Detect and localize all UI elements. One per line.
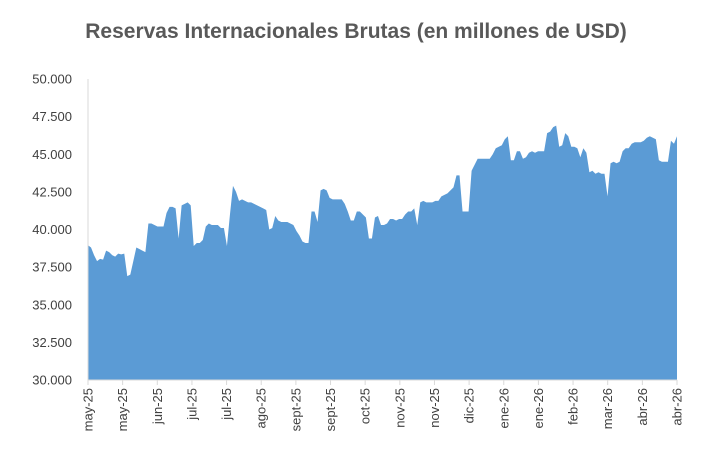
x-tick-label: ene-26 bbox=[531, 388, 546, 428]
x-tick-label: may-25 bbox=[81, 388, 96, 431]
x-tick-label: ago-25 bbox=[254, 388, 269, 428]
x-tick-label: abr-26 bbox=[635, 388, 650, 426]
x-tick-label: jul-25 bbox=[219, 388, 234, 421]
x-tick-label: may-25 bbox=[115, 388, 130, 431]
x-tick-label: abr-26 bbox=[670, 388, 685, 426]
x-tick-label: feb-26 bbox=[566, 388, 581, 425]
x-tick-label: oct-25 bbox=[358, 388, 373, 424]
y-tick-label: 47.500 bbox=[32, 109, 72, 124]
y-tick-label: 32.500 bbox=[32, 335, 72, 350]
y-tick-label: 45.000 bbox=[32, 147, 72, 162]
chart-title: Reservas Internacionales Brutas (en mill… bbox=[85, 20, 627, 43]
y-tick-label: 50.000 bbox=[32, 72, 72, 87]
x-tick-label: jul-25 bbox=[184, 388, 199, 421]
x-tick-label: sept-25 bbox=[288, 388, 303, 431]
y-tick-label: 30.000 bbox=[32, 373, 72, 388]
x-tick-label: jun-25 bbox=[150, 388, 165, 425]
x-tick-label: sept-25 bbox=[323, 388, 338, 431]
y-tick-label: 42.500 bbox=[32, 184, 72, 199]
y-tick-label: 37.500 bbox=[32, 260, 72, 275]
x-tick-label: mar-26 bbox=[600, 388, 615, 429]
x-tick-label: nov-25 bbox=[427, 388, 442, 428]
y-tick-label: 40.000 bbox=[32, 222, 72, 237]
y-tick-label: 35.000 bbox=[32, 297, 72, 312]
x-tick-label: dic-25 bbox=[462, 388, 477, 423]
series-area bbox=[88, 125, 677, 380]
x-tick-label: ene-26 bbox=[496, 388, 511, 428]
x-tick-label: nov-25 bbox=[392, 388, 407, 428]
